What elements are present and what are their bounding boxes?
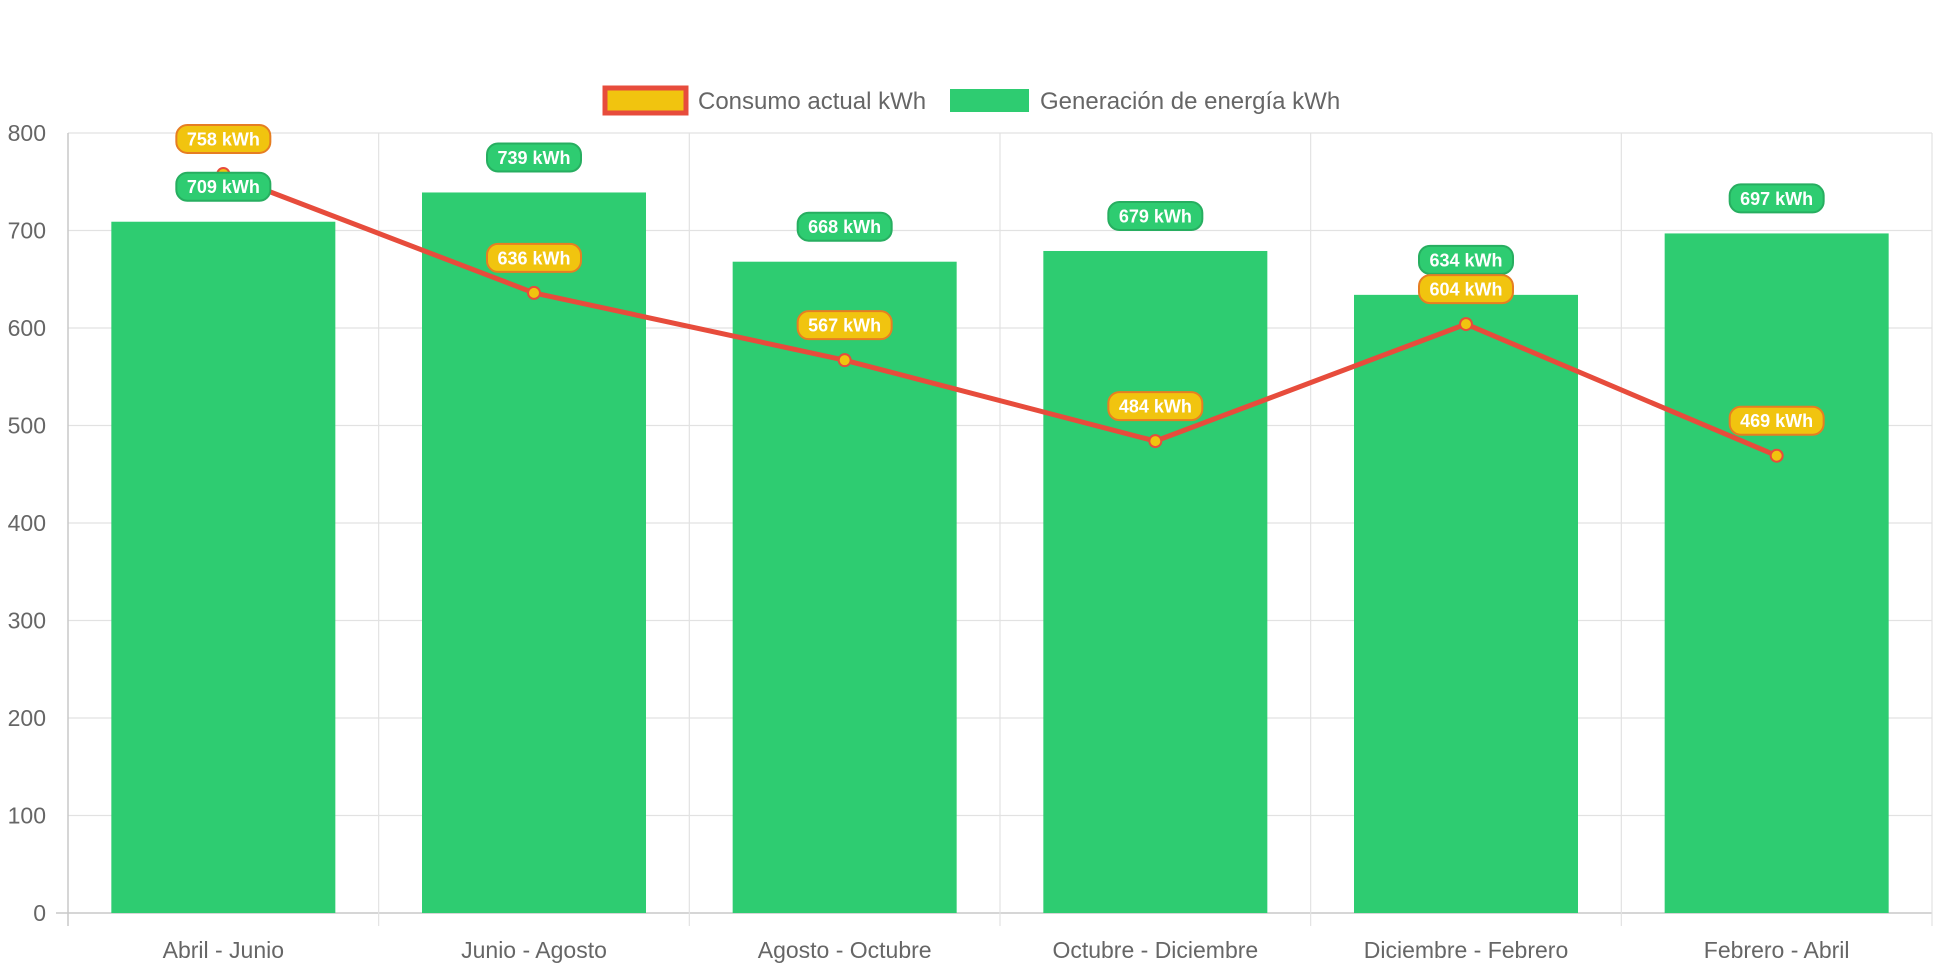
x-tick-label: Octubre - Diciembre [1052,937,1258,963]
data-label-consumo-text: 484 kWh [1119,397,1192,417]
y-tick-label: 400 [8,510,46,536]
x-tick-label: Agosto - Octubre [758,937,932,963]
y-tick-label: 100 [8,803,46,829]
data-label-consumo-box [486,242,582,273]
data-label-consumo-box [1107,391,1204,422]
legend[interactable]: Consumo actual kWh Generación de energía… [602,85,1340,116]
legend-label-generacion: Generación de energía kWh [1040,88,1340,115]
y-tick-label: 300 [8,608,46,634]
bar-generacion [1043,250,1268,914]
data-label-generacion-text: 709 kWh [187,177,260,197]
legend-item-consumo[interactable]: Consumo actual kWh [602,85,926,116]
bar-generacion [111,221,336,914]
data-label-consumo-text: 567 kWh [808,316,881,336]
data-label-generacion-box [796,211,893,242]
y-tick-label: 600 [8,315,46,341]
data-label-generacion: 739 kWh [486,142,582,173]
data-label-consumo-box [175,123,272,154]
bar-generacion [1354,294,1578,914]
data-label-consumo: 604 kWh [1418,274,1514,305]
x-axis: Abril - Junio Junio - Agosto Agosto - Octu… [163,937,1850,963]
y-tick-label: 800 [8,120,46,146]
data-labels: 709 kWh 739 kWh 668 kWh 679 kWh 634 kWh 697 k… [175,123,1825,436]
data-label-generacion-box [486,142,582,173]
data-label-consumo: 636 kWh [486,242,582,273]
data-label-generacion: 679 kWh [1107,200,1204,231]
x-tick-label: Abril - Junio [163,937,284,963]
x-tick-label: Diciembre - Febrero [1364,937,1569,963]
y-tick-label: 0 [33,900,46,926]
point-consumo [1459,317,1473,332]
data-label-generacion-text: 697 kWh [1740,189,1813,209]
point-consumo [527,285,541,300]
x-tick-label: Febrero - Abril [1704,937,1850,963]
data-label-consumo: 484 kWh [1107,391,1204,422]
data-label-consumo-text: 636 kWh [497,248,570,268]
line-series-consumo [222,171,1778,459]
data-label-generacion-box [175,171,272,202]
data-label-generacion-box [1107,200,1204,231]
point-consumo [1769,448,1784,463]
data-label-consumo-box [1728,405,1825,436]
legend-swatch-consumo [602,85,689,116]
data-label-consumo-text: 604 kWh [1429,280,1502,300]
y-tick-label: 700 [8,218,46,244]
legend-label-consumo: Consumo actual kWh [698,88,926,115]
line-consumo [222,171,1778,459]
data-label-generacion-text: 679 kWh [1119,206,1192,226]
data-label-generacion: 697 kWh [1728,183,1825,214]
data-label-consumo: 758 kWh [175,123,272,154]
data-label-generacion-box [1728,183,1825,214]
legend-swatch-generacion [950,89,1029,112]
bar-generacion [422,192,646,914]
data-label-generacion: 709 kWh [175,171,272,202]
y-tick-label: 200 [8,705,46,731]
data-label-generacion: 668 kWh [796,211,893,242]
data-label-generacion-text: 634 kWh [1429,250,1502,270]
data-label-generacion: 634 kWh [1418,244,1514,275]
y-axis: 0 100 200 300 400 500 600 700 800 [8,120,46,926]
data-label-consumo-text: 758 kWh [187,129,260,149]
data-label-consumo: 469 kWh [1728,405,1825,436]
data-label-generacion-text: 739 kWh [497,148,570,168]
data-label-consumo-box [1418,274,1514,305]
data-label-consumo-box [796,310,893,341]
point-consumo [837,353,852,368]
x-tick-label: Junio - Agosto [461,937,607,963]
bar-series-generacion [111,192,1889,914]
point-consumo [1148,434,1163,449]
data-label-consumo-text: 469 kWh [1740,411,1813,431]
y-tick-label: 500 [8,413,46,439]
bar-generacion [732,261,957,913]
data-label-consumo: 567 kWh [796,310,893,341]
grid [56,132,1933,926]
data-label-generacion-text: 668 kWh [808,217,881,237]
legend-item-generacion[interactable]: Generación de energía kWh [950,88,1340,115]
data-label-generacion-box [1418,244,1514,275]
bar-generacion [1664,233,1889,914]
